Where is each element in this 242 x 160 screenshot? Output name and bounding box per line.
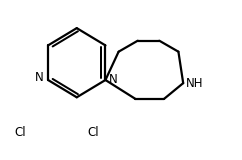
Text: NH: NH [186, 77, 203, 90]
Text: N: N [35, 71, 43, 84]
Text: Cl: Cl [15, 126, 26, 139]
Text: N: N [109, 73, 118, 86]
Text: Cl: Cl [88, 126, 99, 139]
